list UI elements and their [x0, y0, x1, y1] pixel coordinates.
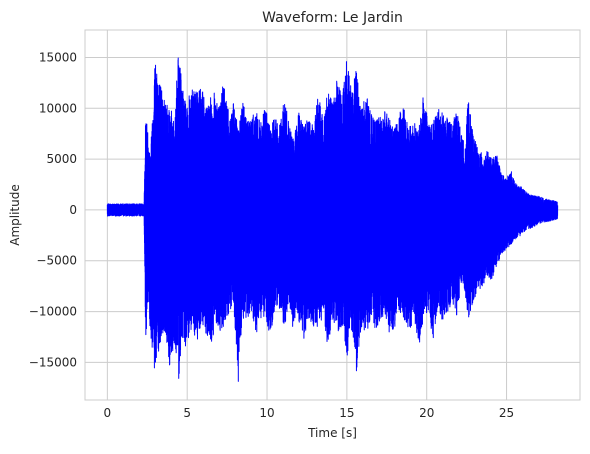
- tick-labels: 0 5 10 15 20 25 −15000 −10000 −5000 0 5000 10000 150…: [29, 50, 514, 420]
- x-tick-label: 5: [183, 406, 191, 420]
- x-tick-label: 0: [104, 406, 112, 420]
- y-tick-label: −15000: [29, 355, 77, 369]
- y-tick-label: 5000: [46, 152, 77, 166]
- y-tick-label: −5000: [36, 254, 77, 268]
- x-tick-label: 10: [259, 406, 274, 420]
- axes-frame: [84, 29, 581, 401]
- y-axis-label: Amplitude: [8, 184, 22, 246]
- waveform-line: [106, 57, 559, 382]
- plot-area: [106, 57, 559, 382]
- x-axis-label: Time [s]: [307, 426, 357, 440]
- y-tick-label: 15000: [39, 50, 77, 64]
- y-tick-label: 0: [69, 203, 77, 217]
- x-tick-label: 20: [419, 406, 434, 420]
- y-tick-label: −10000: [29, 305, 77, 319]
- chart-title: Waveform: Le Jardin: [262, 10, 403, 26]
- x-tick-label: 15: [339, 406, 354, 420]
- x-tick-label: 25: [499, 406, 514, 420]
- y-tick-label: 10000: [39, 101, 77, 115]
